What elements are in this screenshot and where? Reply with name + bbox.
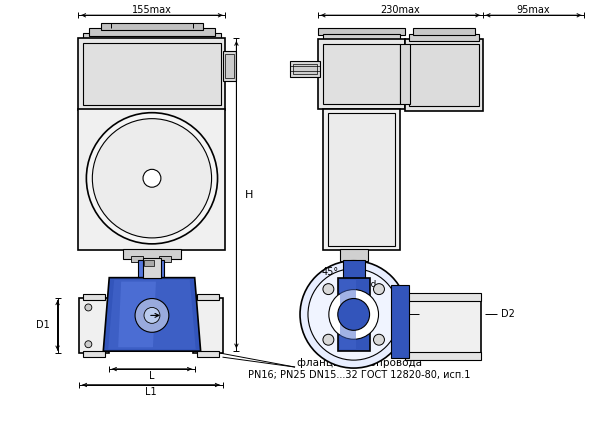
Bar bbox=[323, 44, 401, 104]
Bar bbox=[83, 293, 105, 300]
Circle shape bbox=[85, 304, 92, 311]
Circle shape bbox=[92, 119, 212, 238]
Bar bbox=[323, 109, 401, 250]
Text: 45°: 45° bbox=[321, 267, 339, 277]
Bar bbox=[290, 61, 320, 77]
Bar bbox=[78, 109, 226, 250]
Circle shape bbox=[338, 298, 370, 330]
Circle shape bbox=[300, 261, 407, 368]
Bar bbox=[406, 352, 481, 360]
Bar bbox=[409, 34, 479, 41]
Bar bbox=[323, 34, 401, 40]
Bar bbox=[406, 39, 483, 111]
Bar bbox=[196, 351, 218, 357]
Bar bbox=[406, 293, 481, 301]
Bar bbox=[318, 39, 406, 109]
Circle shape bbox=[308, 269, 399, 360]
Text: H: H bbox=[244, 190, 253, 200]
Text: фланцы трубопровода: фланцы трубопровода bbox=[297, 358, 422, 368]
Bar bbox=[401, 44, 410, 104]
Circle shape bbox=[323, 334, 334, 345]
Circle shape bbox=[373, 284, 384, 294]
Circle shape bbox=[323, 284, 334, 294]
Bar bbox=[328, 113, 395, 246]
Bar bbox=[223, 51, 237, 81]
Text: 230max: 230max bbox=[381, 5, 420, 16]
Text: 95max: 95max bbox=[517, 5, 550, 16]
Bar bbox=[392, 285, 409, 358]
Polygon shape bbox=[118, 281, 156, 347]
Polygon shape bbox=[108, 280, 196, 349]
Circle shape bbox=[86, 113, 218, 244]
Bar bbox=[83, 43, 221, 105]
Text: 155max: 155max bbox=[132, 5, 172, 16]
Polygon shape bbox=[138, 260, 164, 278]
Text: DN: DN bbox=[346, 342, 361, 352]
Circle shape bbox=[143, 169, 161, 187]
Bar bbox=[89, 28, 215, 36]
Text: D1: D1 bbox=[36, 321, 50, 330]
Bar bbox=[193, 297, 223, 353]
Text: L: L bbox=[149, 371, 154, 381]
Bar bbox=[293, 64, 317, 74]
Bar bbox=[343, 260, 365, 311]
Bar bbox=[144, 260, 154, 266]
Text: D2: D2 bbox=[501, 309, 514, 319]
Bar bbox=[196, 293, 218, 300]
Bar bbox=[159, 256, 171, 262]
Bar bbox=[78, 38, 226, 110]
Circle shape bbox=[135, 298, 169, 332]
Circle shape bbox=[85, 341, 92, 348]
Circle shape bbox=[144, 307, 160, 323]
Bar bbox=[80, 297, 109, 353]
Bar bbox=[340, 280, 356, 349]
Polygon shape bbox=[103, 278, 201, 351]
Bar bbox=[413, 28, 475, 35]
Bar bbox=[123, 249, 181, 259]
Bar bbox=[83, 351, 105, 357]
Circle shape bbox=[373, 334, 384, 345]
Text: L1: L1 bbox=[145, 387, 157, 397]
Text: 4отв. d: 4отв. d bbox=[343, 280, 376, 289]
Bar bbox=[224, 54, 235, 78]
Text: PN16; PN25 DN15...32 ГОСТ 12820-80, исп.1: PN16; PN25 DN15...32 ГОСТ 12820-80, исп.… bbox=[249, 370, 471, 380]
Bar bbox=[143, 258, 161, 278]
Bar bbox=[131, 256, 143, 262]
Bar bbox=[338, 278, 370, 351]
Circle shape bbox=[329, 289, 379, 339]
Bar bbox=[340, 249, 368, 261]
Bar bbox=[318, 28, 406, 35]
Bar bbox=[409, 44, 479, 106]
Bar bbox=[102, 23, 202, 30]
Bar bbox=[406, 297, 481, 355]
Bar bbox=[83, 33, 221, 41]
